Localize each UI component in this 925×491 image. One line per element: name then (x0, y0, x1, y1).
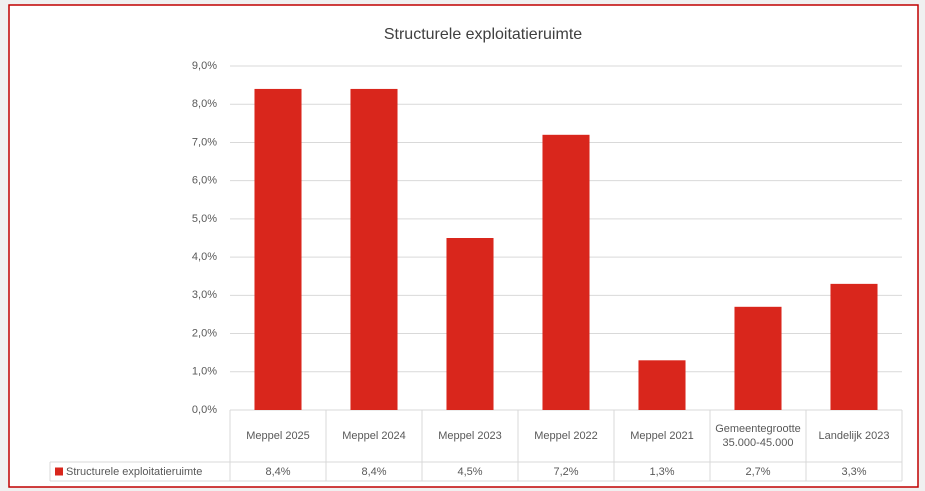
x-tick-label: Meppel 2022 (534, 430, 598, 442)
y-tick-label: 3,0% (192, 289, 217, 301)
value-label: 4,5% (457, 465, 483, 478)
x-tick-label: Meppel 2021 (630, 430, 694, 442)
y-tick-label: 0,0% (192, 404, 217, 416)
y-tick-label: 2,0% (192, 327, 217, 339)
y-tick-label: 9,0% (192, 60, 217, 72)
bar (542, 134, 590, 411)
legend-label: Structurele exploitatieruimte (66, 465, 203, 478)
legend-key (55, 467, 63, 476)
bar (446, 238, 494, 410)
x-tick-label: Gemeentegrootte 35.000-45.000 (715, 423, 801, 449)
value-label: 8,4% (265, 465, 291, 478)
bar (638, 360, 686, 410)
value-label: 7,2% (553, 465, 579, 478)
y-tick-label: 1,0% (192, 366, 217, 378)
bar (830, 283, 878, 410)
x-tick-label: Meppel 2023 (438, 430, 502, 442)
chart-title: Structurele exploitatieruimte (384, 26, 582, 43)
y-tick-label: 5,0% (192, 213, 217, 225)
y-tick-label: 6,0% (192, 175, 217, 187)
bar (350, 88, 398, 410)
bar (254, 88, 302, 410)
x-tick-label: Meppel 2024 (342, 430, 406, 442)
x-tick-label: Meppel 2025 (246, 430, 310, 442)
y-tick-label: 7,0% (192, 136, 217, 148)
value-label: 8,4% (361, 465, 387, 478)
value-label: 2,7% (745, 465, 771, 478)
value-label: 3,3% (841, 465, 867, 478)
y-tick-label: 8,0% (192, 98, 217, 110)
y-tick-label: 4,0% (192, 251, 217, 263)
x-tick-label: Landelijk 2023 (818, 430, 890, 442)
value-label: 1,3% (649, 465, 675, 478)
bar (734, 306, 782, 410)
